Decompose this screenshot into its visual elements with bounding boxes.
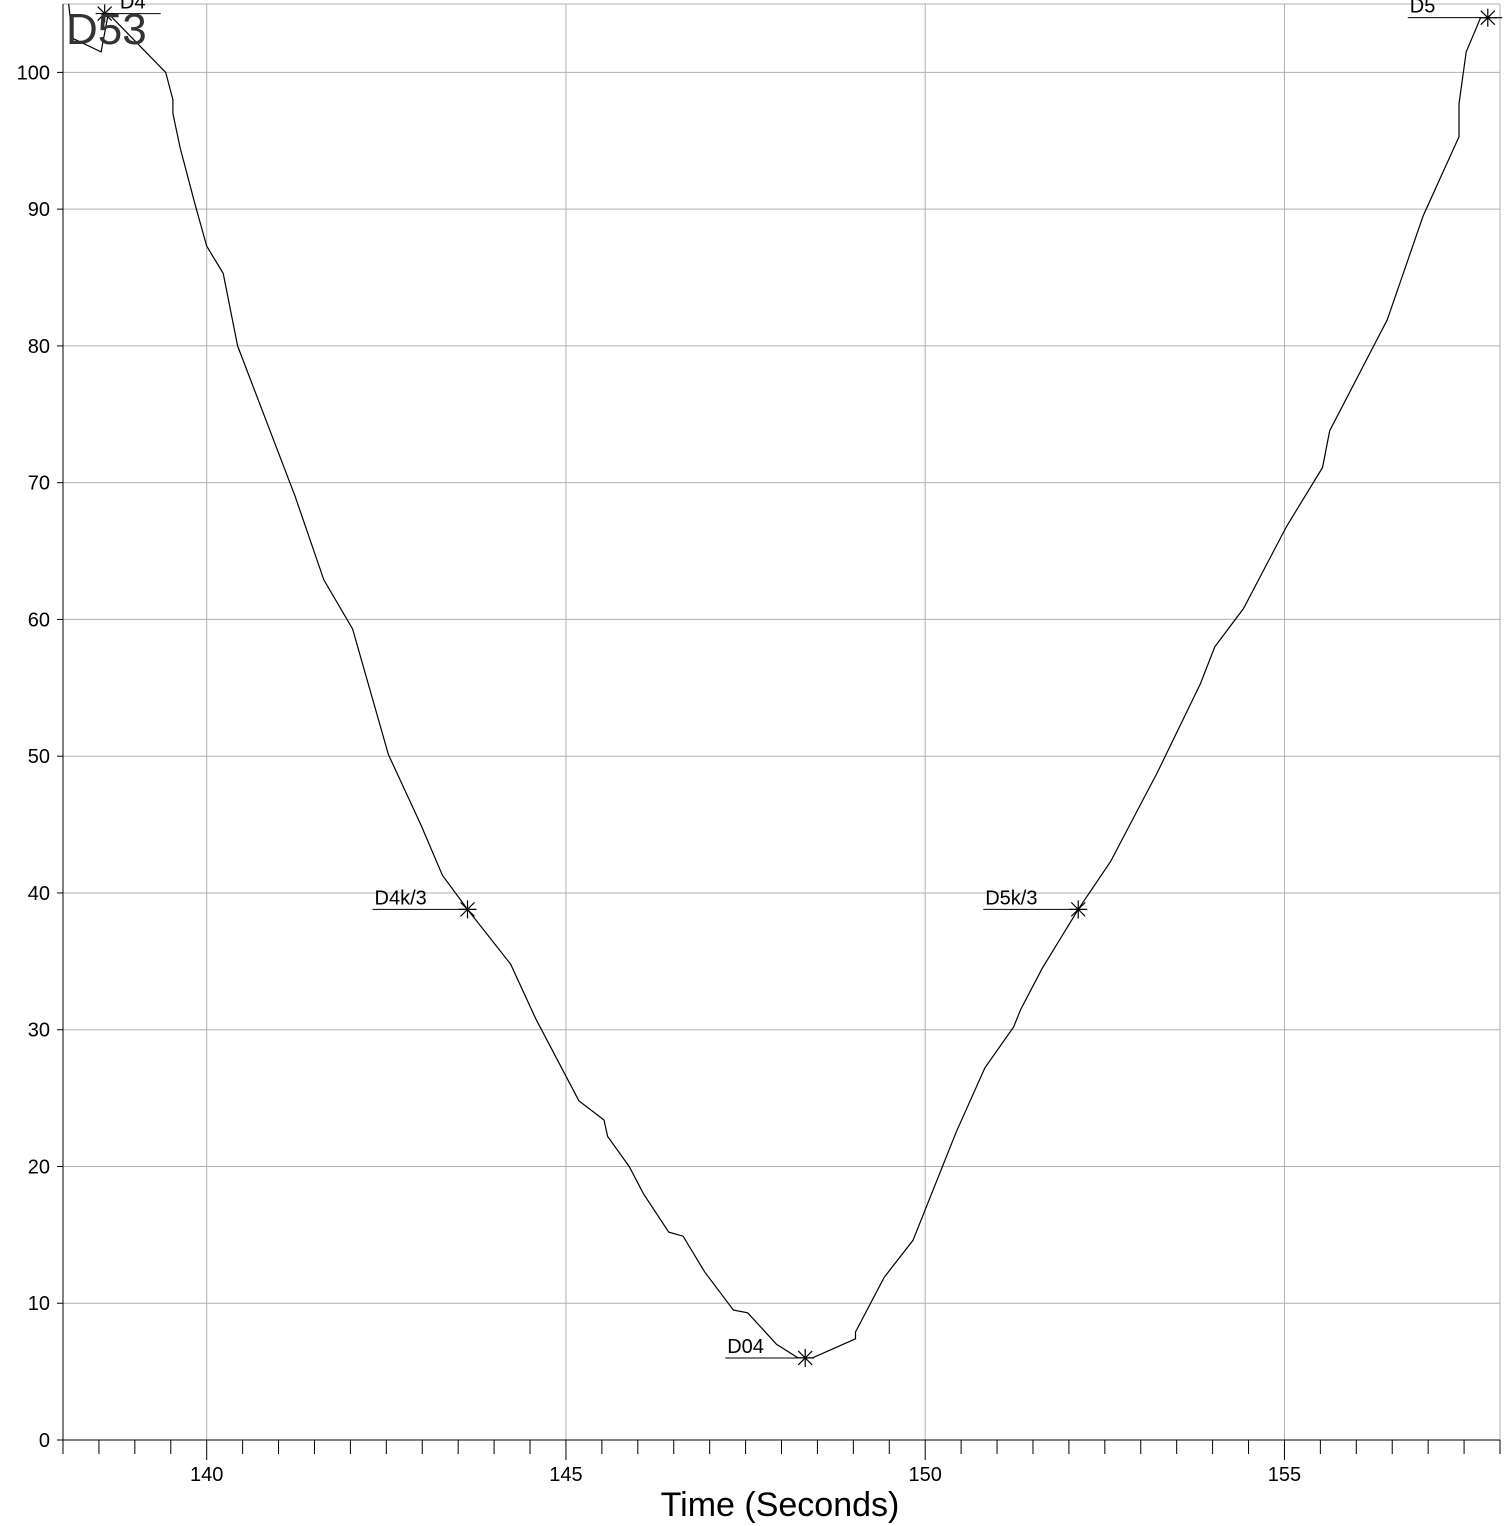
marker-label: D5k/3 — [985, 887, 1037, 909]
x-tick-label: 140 — [190, 1464, 223, 1486]
y-tick-label: 70 — [28, 473, 50, 495]
gridlines — [63, 4, 1500, 1440]
y-tick-label: 10 — [28, 1293, 50, 1315]
y-tick-label: 40 — [28, 883, 50, 905]
marker-label: D04 — [727, 1336, 764, 1358]
annotation-d4k-3: D4k/3 — [372, 887, 477, 919]
y-tick-label: 60 — [28, 609, 50, 631]
series-layer — [68, 3, 1503, 1359]
annotation-d4: D4 — [95, 0, 161, 23]
marker-label: D4 — [120, 0, 146, 14]
annotation-d5k-3: D5k/3 — [983, 887, 1088, 919]
y-tick-label: 80 — [28, 336, 50, 358]
x-tick-label: 150 — [909, 1464, 942, 1486]
series-line — [68, 3, 1503, 1359]
annotation-d5: D5 — [1407, 0, 1497, 27]
y-tick-label: 30 — [28, 1020, 50, 1042]
ticks: 140 145 150 155 0 10 20 30 40 50 60 70 80 90 100 — [17, 62, 1501, 1486]
marker-label: D5 — [1410, 0, 1436, 18]
marker-label: D4k/3 — [375, 887, 427, 909]
x-tick-label: 145 — [549, 1464, 582, 1486]
x-axis-label: Time (Seconds) — [661, 1486, 900, 1524]
chart-title: D53 — [66, 5, 147, 54]
y-tick-label: 90 — [28, 199, 50, 221]
annotation-d04: D04 — [725, 1336, 815, 1367]
y-tick-label: 0 — [39, 1430, 50, 1452]
y-tick-label: 20 — [28, 1156, 50, 1178]
x-tick-label: 155 — [1268, 1464, 1301, 1486]
annotation-markers: D4 D4k/3 D04 D5k/3 D5 — [95, 0, 1497, 1367]
y-tick-label: 50 — [28, 746, 50, 768]
y-tick-label: 100 — [17, 62, 50, 84]
